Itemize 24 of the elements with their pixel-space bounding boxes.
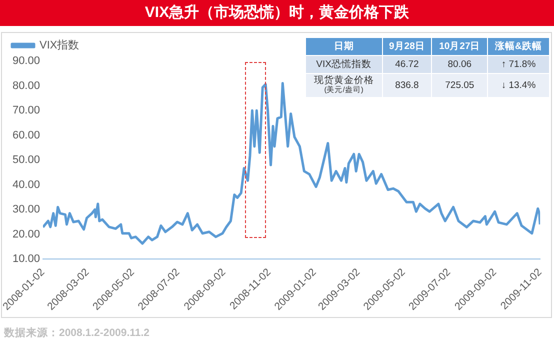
y-tick-label: 30.00 [12,204,40,216]
text: 9月28日 [382,38,432,56]
annotation: 725.05 [432,74,488,98]
annotation: ↑ 71.8% [487,56,550,74]
chart-title: VIX急升（市场恐慌）时，黄金价格下跌 [0,0,554,26]
y-tick-label: 60.00 [12,129,40,142]
legend-label: VIX指数 [40,40,80,52]
y-tick-label: 40.00 [12,178,40,191]
annotation: 现货黄金价格 [312,75,375,86]
source-note: 数据来源：2008.1.2-2009.11.2 [4,326,150,340]
y-tick-label: 20.00 [12,228,40,240]
y-tick-label: 90.00 [12,55,40,68]
annotation: 80.06 [432,56,488,74]
annotation: ↓ 13.4% [487,74,550,98]
y-tick-label: 80.00 [12,80,40,92]
y-tick-label: 70.00 [12,104,40,117]
text: 日期 [306,38,382,56]
text: 涨幅&跌幅 [487,38,550,56]
y-tick-label: 10.00 [12,253,40,266]
annotation: 46.72 [382,56,432,74]
text: 10月27日 [432,38,488,56]
y-tick-label: 50.00 [12,154,40,166]
annotation: 836.8 [382,74,432,98]
annotation: VIX恐慌指数 [306,56,382,74]
